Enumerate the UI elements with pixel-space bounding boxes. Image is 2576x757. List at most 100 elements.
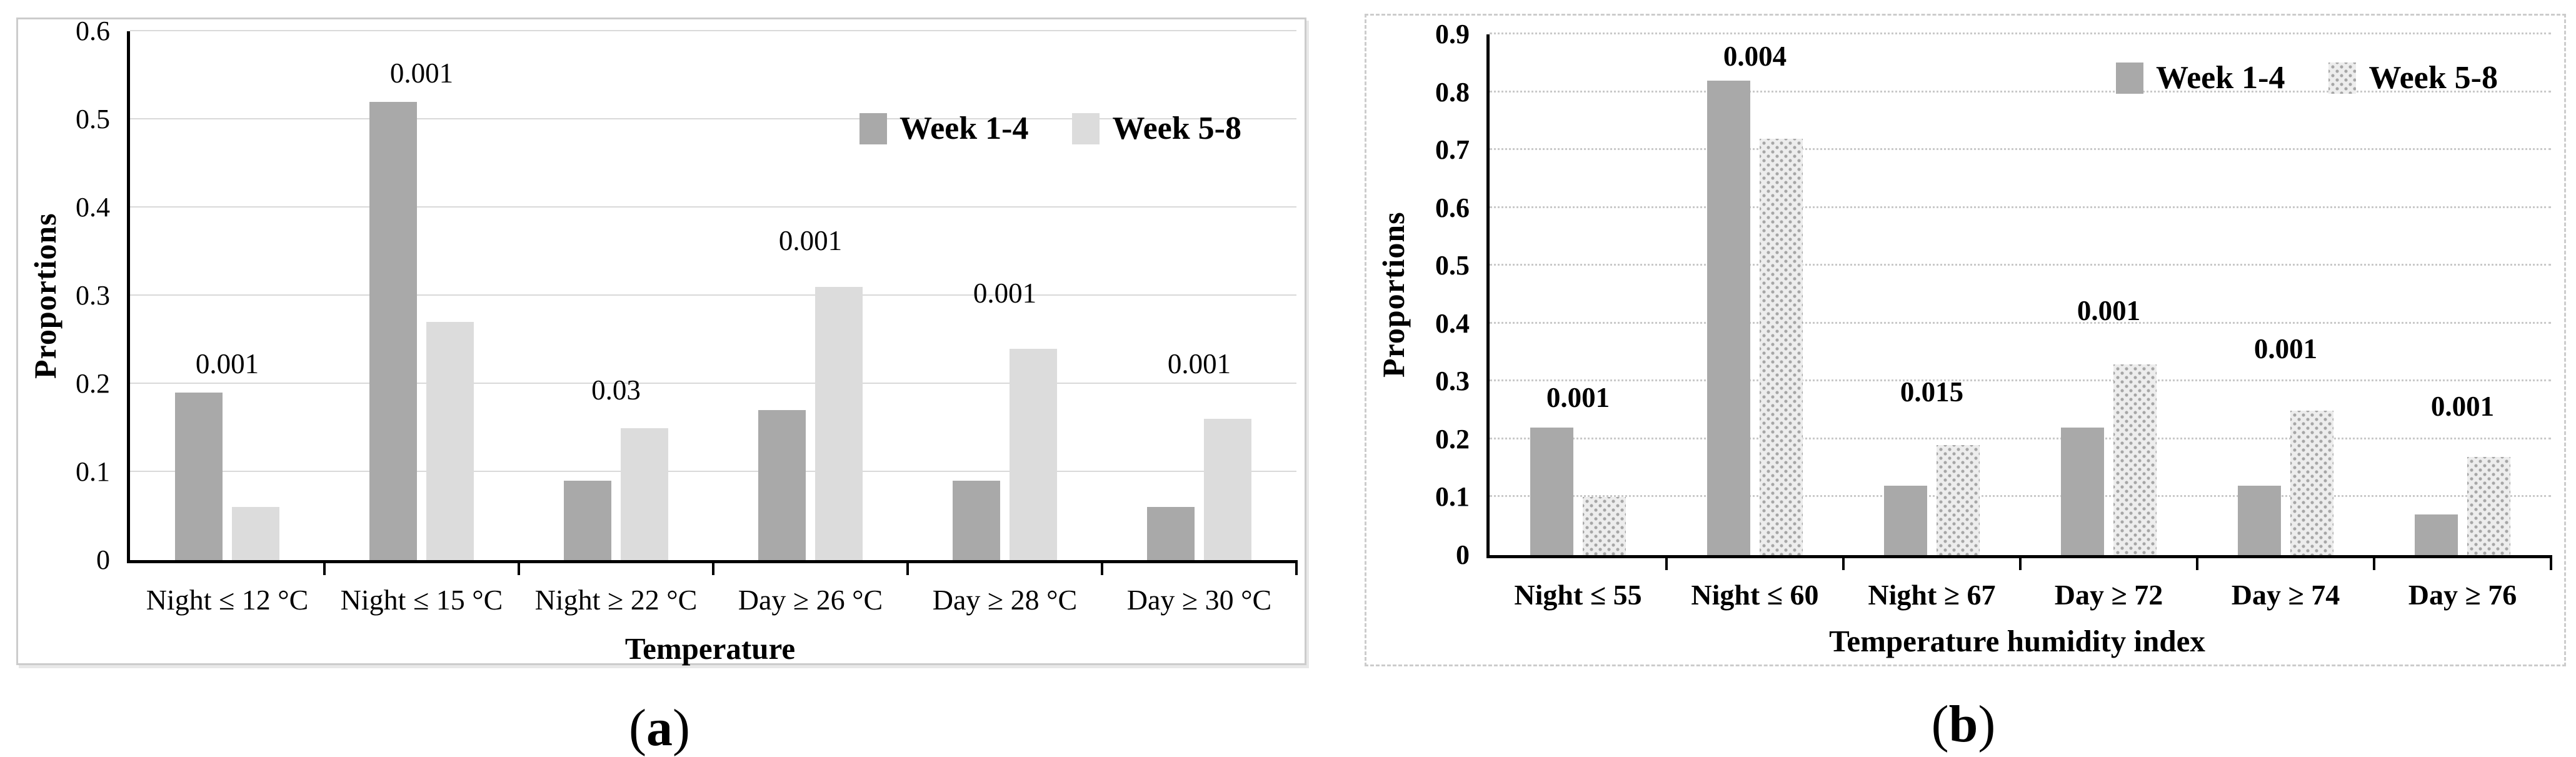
legend-label: Week 5-8: [2368, 60, 2498, 96]
p-value-label: 0.001: [973, 278, 1037, 309]
x-axis-tick: [1842, 555, 1845, 570]
category-label: Day ≥ 76: [2408, 579, 2517, 611]
bar-week-1-4: [1707, 81, 1751, 555]
gridline: [1490, 321, 2551, 324]
bar-week-1-4: [1884, 485, 1928, 555]
x-axis-tick: [323, 560, 326, 575]
gridline: [1490, 495, 2551, 498]
chart-panel-a: Proportions Week 1-4 Week 5-8 0 0.1 0.2 0.3 0…: [16, 16, 1306, 666]
legend-item: Week 5-8: [2328, 59, 2498, 96]
x-axis-tick: [1665, 555, 1668, 570]
category-label: Day ≥ 72: [2054, 579, 2163, 611]
bar-week-5-8: [2290, 410, 2333, 555]
y-tick-label: 0.7: [1435, 134, 1470, 166]
gridline: [130, 118, 1296, 119]
legend-swatch-week-1-4: [2115, 62, 2143, 94]
p-value-label: 0.001: [195, 348, 259, 379]
legend-b: Week 1-4 Week 5-8: [2115, 59, 2498, 96]
legend-swatch-week-5-8: [2328, 62, 2357, 94]
y-tick-label: 0.6: [76, 16, 110, 46]
bar-week-5-8: [232, 507, 280, 560]
bar-week-5-8: [1582, 497, 1626, 555]
x-axis-tick: [1101, 560, 1103, 575]
bar-week-5-8: [1759, 138, 1803, 555]
bar-week-1-4: [758, 410, 806, 560]
bar-week-5-8: [815, 286, 863, 560]
bar-week-1-4: [2415, 514, 2458, 555]
x-axis-tick: [1295, 560, 1298, 575]
plot-area-a: Week 1-4 Week 5-8 0 0.1 0.2 0.3 0.4 0.5 0.6 Nigh…: [76, 16, 1298, 616]
caption-paren: (: [629, 699, 646, 757]
bar-week-1-4: [174, 393, 223, 560]
p-value-label: 0.001: [389, 57, 454, 89]
legend-item: Week 1-4: [859, 110, 1029, 147]
y-tick-label: 0.5: [76, 104, 110, 134]
category-label: Day ≥ 30 °C: [1126, 584, 1272, 616]
x-axis-tick: [712, 560, 714, 575]
p-value-label: 0.001: [778, 224, 843, 256]
bar-week-1-4: [1530, 428, 1574, 555]
p-value-label: 0.004: [1723, 41, 1787, 73]
legend-a: Week 1-4 Week 5-8: [859, 110, 1241, 147]
legend-label: Week 5-8: [1112, 111, 1241, 146]
bar-week-5-8: [621, 428, 669, 560]
p-value-label: 0.001: [1167, 348, 1231, 379]
bar-week-1-4: [2238, 485, 2282, 555]
bar-week-5-8: [2113, 364, 2157, 555]
legend-item: Week 5-8: [1072, 110, 1241, 147]
y-tick-label: 0.2: [76, 368, 110, 399]
caption-paren: (: [1931, 695, 1949, 753]
gridline: [130, 294, 1296, 296]
gridline: [130, 206, 1296, 208]
bar-week-1-4: [1146, 507, 1195, 560]
bar-week-1-4: [952, 481, 1000, 560]
y-tick-label: 0: [1456, 539, 1470, 570]
category-label: Day ≥ 26 °C: [738, 584, 883, 616]
p-value-label: 0.015: [1900, 376, 1964, 408]
x-axis-title: Temperature humidity index: [1829, 624, 2205, 658]
y-tick-label: 0: [96, 544, 110, 575]
y-tick-label: 0.4: [1435, 308, 1470, 339]
x-axis-tick: [518, 560, 520, 575]
gridline: [130, 383, 1296, 384]
y-axis-title: Proportions: [1376, 211, 1411, 378]
y-tick-label: 0.5: [1435, 250, 1470, 281]
gridline: [1490, 379, 2551, 382]
x-axis-tick: [2196, 555, 2198, 570]
category-label: Night ≥ 67: [1868, 579, 1996, 611]
bar-week-1-4: [369, 101, 417, 560]
category-label: Day ≥ 28 °C: [932, 584, 1078, 616]
y-tick-label: 0.1: [76, 456, 110, 487]
category-label: Night ≤ 12 °C: [146, 584, 309, 616]
x-axis-tick: [2550, 555, 2552, 570]
legend-label: Week 1-4: [899, 111, 1029, 146]
y-tick-label: 0.6: [1435, 192, 1470, 223]
y-tick-label: 0.9: [1435, 19, 1470, 49]
p-value-label: 0.001: [1546, 382, 1610, 414]
gridline: [1490, 206, 2551, 208]
caption-letter: b: [1948, 695, 1978, 753]
p-value-label: 0.001: [2430, 391, 2495, 423]
x-axis-title: Temperature: [624, 631, 796, 666]
legend-item: Week 1-4: [2115, 59, 2285, 96]
y-tick-label: 0.3: [76, 280, 110, 311]
gridline: [130, 30, 1296, 31]
category-label: Night ≤ 60: [1691, 579, 1819, 611]
y-tick-label: 0.2: [1435, 423, 1470, 454]
p-value-label: 0.03: [591, 374, 641, 406]
bar-week-5-8: [426, 322, 474, 560]
caption-paren: ): [673, 699, 690, 757]
gridline: [1490, 148, 2551, 151]
figure-caption-a: (a): [16, 700, 1303, 756]
y-tick-label: 0.8: [1435, 76, 1470, 108]
gridline: [1490, 437, 2551, 439]
gridline: [1490, 264, 2551, 266]
category-label: Night ≤ 55: [1514, 579, 1642, 611]
legend-label: Week 1-4: [2155, 60, 2285, 96]
gridline: [1490, 33, 2551, 34]
gridline: [130, 471, 1296, 472]
legend-swatch-week-5-8: [1072, 113, 1100, 144]
bar-week-5-8: [1936, 445, 1980, 555]
x-axis-tick: [2373, 555, 2375, 570]
p-value-label: 0.001: [2253, 333, 2318, 364]
